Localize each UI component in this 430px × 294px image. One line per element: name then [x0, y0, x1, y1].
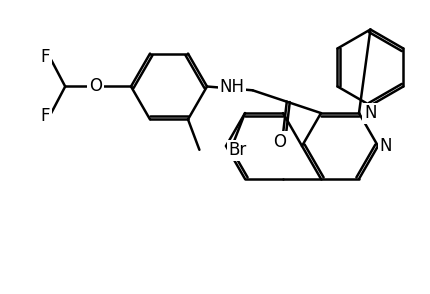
Text: O: O: [89, 78, 102, 96]
Text: O: O: [273, 133, 286, 151]
Text: N: N: [380, 137, 392, 155]
Text: F: F: [40, 48, 50, 66]
Text: Br: Br: [229, 141, 247, 159]
Text: N: N: [364, 104, 377, 123]
Text: F: F: [40, 107, 50, 125]
Text: NH: NH: [220, 78, 245, 96]
